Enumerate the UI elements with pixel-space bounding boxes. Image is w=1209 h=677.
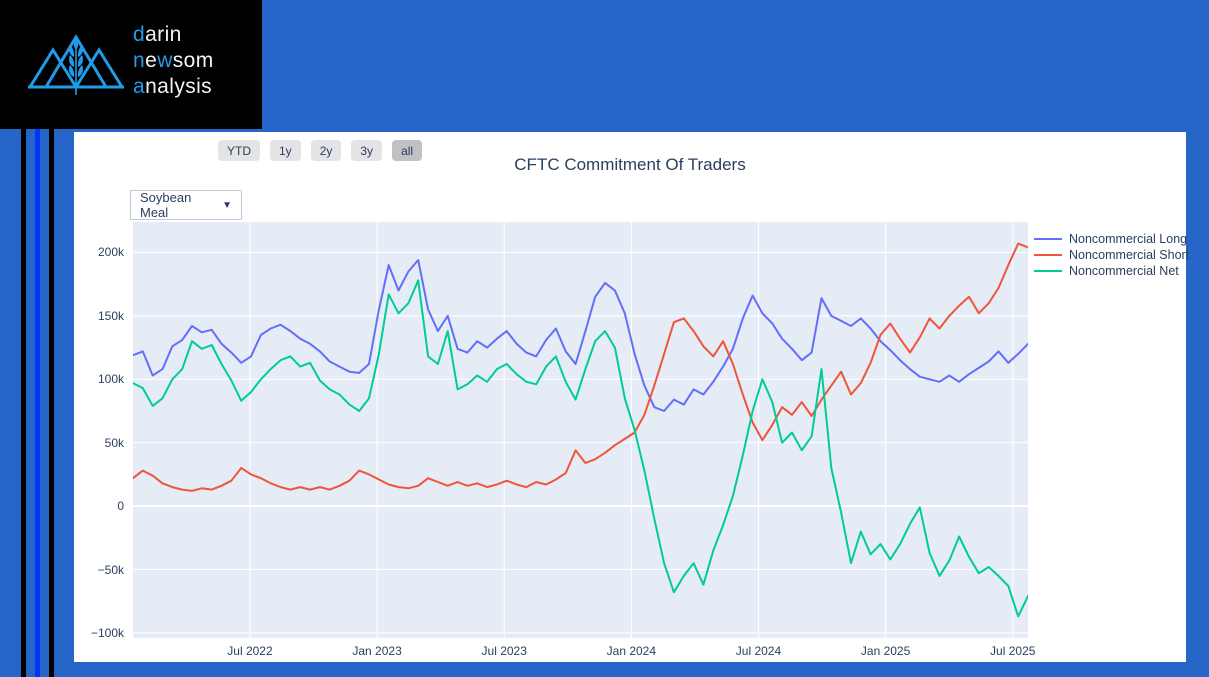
brand-header: darin newsom analysis bbox=[0, 0, 262, 129]
legend-item-1[interactable]: Noncommercial Short bbox=[1034, 247, 1189, 263]
legend-line-swatch bbox=[1034, 269, 1062, 273]
range-button-1y[interactable]: 1y bbox=[270, 140, 301, 161]
brand-letter-group: som bbox=[172, 49, 214, 72]
y-tick-label: 0 bbox=[117, 499, 124, 514]
legend-label: Noncommercial Short bbox=[1069, 248, 1190, 262]
chart-legend: Noncommercial Long Noncommercial Short Non… bbox=[1034, 231, 1189, 279]
y-tick-label: 50k bbox=[104, 435, 124, 450]
legend-line-swatch bbox=[1034, 237, 1062, 241]
legend-line-swatch bbox=[1034, 253, 1062, 257]
brand-letter-group: a bbox=[133, 75, 146, 98]
y-tick-label: −50k bbox=[97, 562, 124, 577]
x-tick-label: Jul 2023 bbox=[481, 644, 527, 658]
series-line-1 bbox=[132, 242, 1029, 492]
commodity-select-value: Soybean Meal bbox=[140, 190, 192, 220]
cot-line-chart bbox=[132, 222, 1029, 638]
left-stripe-black-2 bbox=[49, 129, 54, 677]
y-tick-label: −100k bbox=[90, 625, 124, 640]
left-stripe-black-1 bbox=[21, 129, 26, 677]
x-tick-label: Jul 2024 bbox=[735, 644, 782, 658]
brand-letter-group: n bbox=[133, 49, 146, 72]
commodity-select[interactable]: Soybean Meal ▼ bbox=[130, 190, 242, 220]
brand-letter-group: d bbox=[133, 23, 146, 46]
x-tick-label: Jan 2023 bbox=[352, 644, 402, 658]
x-tick-label: Jul 2022 bbox=[227, 644, 273, 658]
chevron-down-icon: ▼ bbox=[222, 199, 232, 211]
legend-item-2[interactable]: Noncommercial Net bbox=[1034, 263, 1189, 279]
range-button-YTD[interactable]: YTD bbox=[218, 140, 260, 161]
y-tick-label: 100k bbox=[97, 372, 124, 387]
range-button-2y[interactable]: 2y bbox=[310, 140, 342, 161]
chart-title: CFTC Commitment Of Traders bbox=[514, 155, 746, 174]
range-selector: YTD 1y 2y 3y all bbox=[218, 140, 423, 161]
chart-panel: YTD 1y 2y 3y all CFTC Commitment Of Traders … bbox=[74, 132, 1189, 662]
brand-letter-group: nalysis bbox=[145, 75, 213, 98]
x-tick-label: Jan 2025 bbox=[860, 644, 911, 658]
brand-text: darin newsom analysis bbox=[133, 22, 214, 100]
left-stripe-bright-blue bbox=[35, 129, 40, 677]
range-button-all[interactable]: all bbox=[392, 140, 423, 161]
brand-letter-group: arin bbox=[145, 23, 182, 46]
range-button-3y[interactable]: 3y bbox=[351, 140, 383, 161]
series-line-2 bbox=[132, 279, 1029, 618]
brand-letter-group: e bbox=[145, 49, 158, 72]
legend-label: Noncommercial Long bbox=[1069, 232, 1188, 246]
y-tick-label: 150k bbox=[97, 308, 124, 323]
legend-item-0[interactable]: Noncommercial Long bbox=[1034, 231, 1189, 247]
x-tick-label: Jan 2024 bbox=[606, 644, 657, 658]
x-tick-label: Jul 2025 bbox=[990, 644, 1036, 658]
plot-area bbox=[132, 222, 1029, 638]
y-tick-label: 200k bbox=[97, 245, 124, 260]
brand-letter-group: w bbox=[157, 49, 173, 72]
logo-mountains-wheat-icon bbox=[28, 34, 124, 95]
legend-label: Noncommercial Net bbox=[1069, 264, 1179, 278]
